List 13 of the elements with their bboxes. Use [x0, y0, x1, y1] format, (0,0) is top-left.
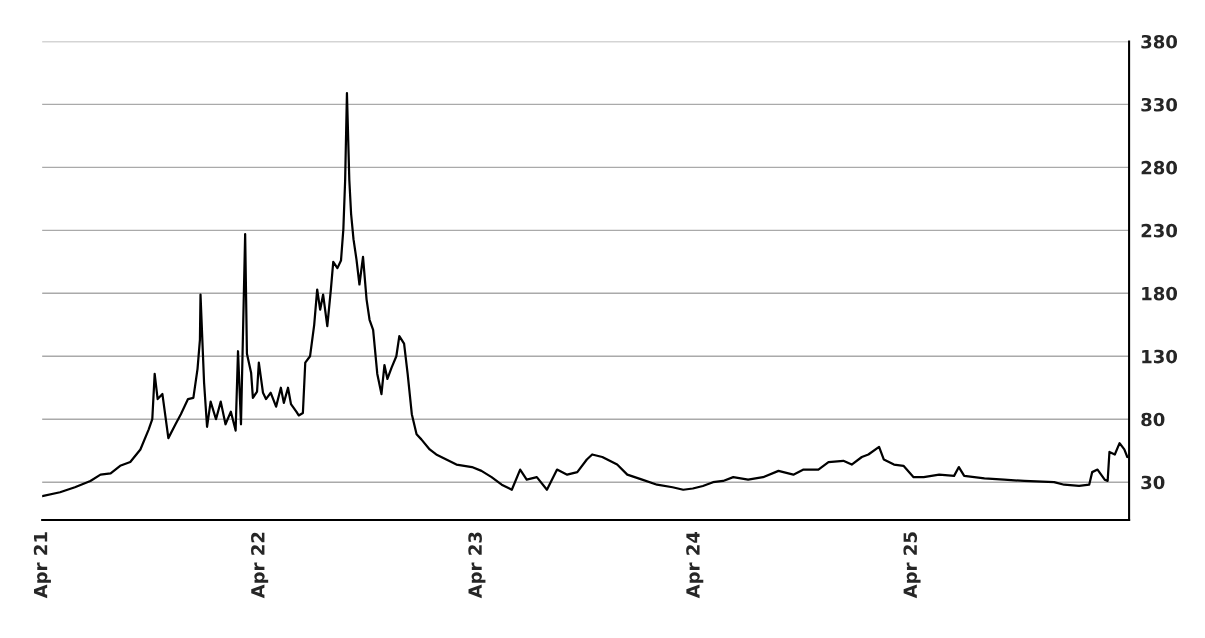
- y-tick-label: 380: [1141, 34, 1178, 49]
- y-tick-label: 130: [1142, 349, 1178, 364]
- x-tick-label: Apr 21: [33, 532, 51, 599]
- x-tick-label: Apr 24: [686, 531, 704, 599]
- y-tick-label: 280: [1141, 160, 1178, 175]
- y-tick-label: 30: [1141, 475, 1165, 490]
- x-tick-label: Apr 23: [468, 532, 486, 599]
- y-tick-label: 80: [1141, 412, 1165, 427]
- y-tick-label: 180: [1142, 286, 1178, 301]
- y-tick-label: 330: [1141, 97, 1178, 112]
- y-tick-label: 230: [1141, 223, 1178, 238]
- x-tick-label: Apr 25: [903, 532, 921, 599]
- x-tick-label: Apr 22: [251, 532, 269, 599]
